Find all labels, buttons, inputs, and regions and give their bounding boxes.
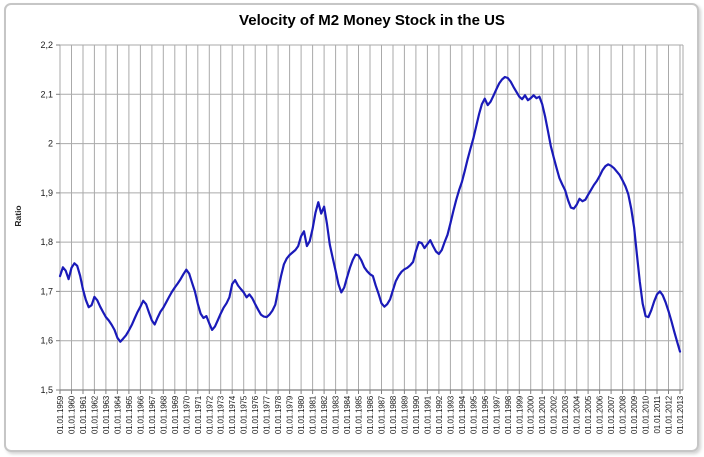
x-tick-label: 01.01.1964 <box>113 395 122 434</box>
x-tick-label: 01.01.2005 <box>584 395 593 434</box>
x-tick-label: 01.01.1981 <box>309 395 318 434</box>
x-tick-label: 01.01.2012 <box>665 395 674 434</box>
x-tick-label: 01.01.1976 <box>251 395 260 434</box>
x-tick-label: 01.01.1993 <box>446 395 455 434</box>
x-tick-label: 01.01.2010 <box>642 395 651 434</box>
x-tick-label: 01.01.1966 <box>136 395 145 434</box>
x-tick-label: 01.01.1969 <box>171 395 180 434</box>
x-tick-label: 01.01.2009 <box>630 395 639 434</box>
x-tick-label: 01.01.1977 <box>263 395 272 434</box>
x-tick-label: 01.01.1971 <box>194 395 203 434</box>
y-tick-labels: 2,2 2,1 2 1,9 1,8 1,7 1,6 1,5 <box>40 40 53 395</box>
x-tick-label: 01.01.1990 <box>412 395 421 434</box>
x-tick-label: 01.01.1968 <box>159 395 168 434</box>
x-tick-label: 01.01.1980 <box>297 395 306 434</box>
x-tick-label: 01.01.1967 <box>148 395 157 434</box>
x-tick-label: 01.01.1970 <box>182 395 191 434</box>
y-tick-label: 1,8 <box>40 237 53 247</box>
x-tick-label: 01.01.1982 <box>320 395 329 434</box>
x-tick-label: 01.01.1991 <box>423 395 432 434</box>
x-tick-label: 01.01.2000 <box>527 395 536 434</box>
x-tick-label: 01.01.2003 <box>561 395 570 434</box>
x-tick-label: 01.01.2004 <box>573 395 582 434</box>
x-tick-label: 01.01.1959 <box>56 395 65 434</box>
x-tick-label: 01.01.1989 <box>400 395 409 434</box>
x-tick-label: 01.01.1995 <box>469 395 478 434</box>
y-tick-label: 1,9 <box>40 188 53 198</box>
x-tick-label: 01.01.2007 <box>607 395 616 434</box>
x-tick-label: 01.01.1987 <box>378 395 387 434</box>
x-tick-label: 01.01.1998 <box>504 395 513 434</box>
x-tick-label: 01.01.1978 <box>274 395 283 434</box>
m2-velocity-line <box>58 75 682 353</box>
x-tick-label: 01.01.1999 <box>515 395 524 434</box>
x-tick-label: 01.01.2013 <box>676 395 685 434</box>
x-tick-label: 01.01.1975 <box>240 395 249 434</box>
x-tick-label: 01.01.1988 <box>389 395 398 434</box>
x-tick-label: 01.01.2001 <box>538 395 547 434</box>
x-tick-label: 01.01.2011 <box>653 395 662 433</box>
x-tick-label: 01.01.1983 <box>332 395 341 434</box>
x-tick-label: 01.01.1960 <box>68 395 77 434</box>
x-tick-label: 01.01.1984 <box>343 395 352 434</box>
x-tick-label: 01.01.1973 <box>217 395 226 434</box>
y-tick-label: 1,6 <box>40 336 53 346</box>
x-tick-label: 01.01.1972 <box>205 395 214 434</box>
y-tick-label: 1,7 <box>40 286 53 296</box>
y-tick-label: 2 <box>48 139 53 149</box>
x-tick-labels: 01.01.1959 01.01.1960 01.01.1961 01.01.1962… <box>56 395 685 434</box>
x-tick-label: 01.01.1961 <box>79 395 88 434</box>
x-tick-label: 01.01.1992 <box>435 395 444 434</box>
x-tick-label: 01.01.2008 <box>619 395 628 434</box>
x-tick-label: 01.01.1979 <box>286 395 295 434</box>
x-tick-label: 01.01.1974 <box>228 395 237 434</box>
x-tick-label: 01.01.1997 <box>492 395 501 434</box>
x-tick-label: 01.01.2002 <box>550 395 559 434</box>
chart-title: Velocity of M2 Money Stock in the US <box>239 12 505 29</box>
x-tick-label: 01.01.2006 <box>596 395 605 434</box>
y-tick-label: 1,5 <box>40 385 53 395</box>
x-tick-label: 01.01.1962 <box>90 395 99 434</box>
y-tick-label: 2,2 <box>40 40 53 50</box>
gridlines <box>59 44 684 391</box>
x-tick-label: 01.01.1994 <box>458 395 467 434</box>
y-tick-label: 2,1 <box>40 89 53 99</box>
x-tick-label: 01.01.1963 <box>102 395 111 434</box>
x-tick-label: 01.01.1986 <box>366 395 375 434</box>
x-tick-label: 01.01.1985 <box>355 395 364 434</box>
axis-ticks <box>56 44 681 394</box>
x-tick-label: 01.01.1965 <box>125 395 134 434</box>
x-tick-label: 01.01.1996 <box>481 395 490 434</box>
